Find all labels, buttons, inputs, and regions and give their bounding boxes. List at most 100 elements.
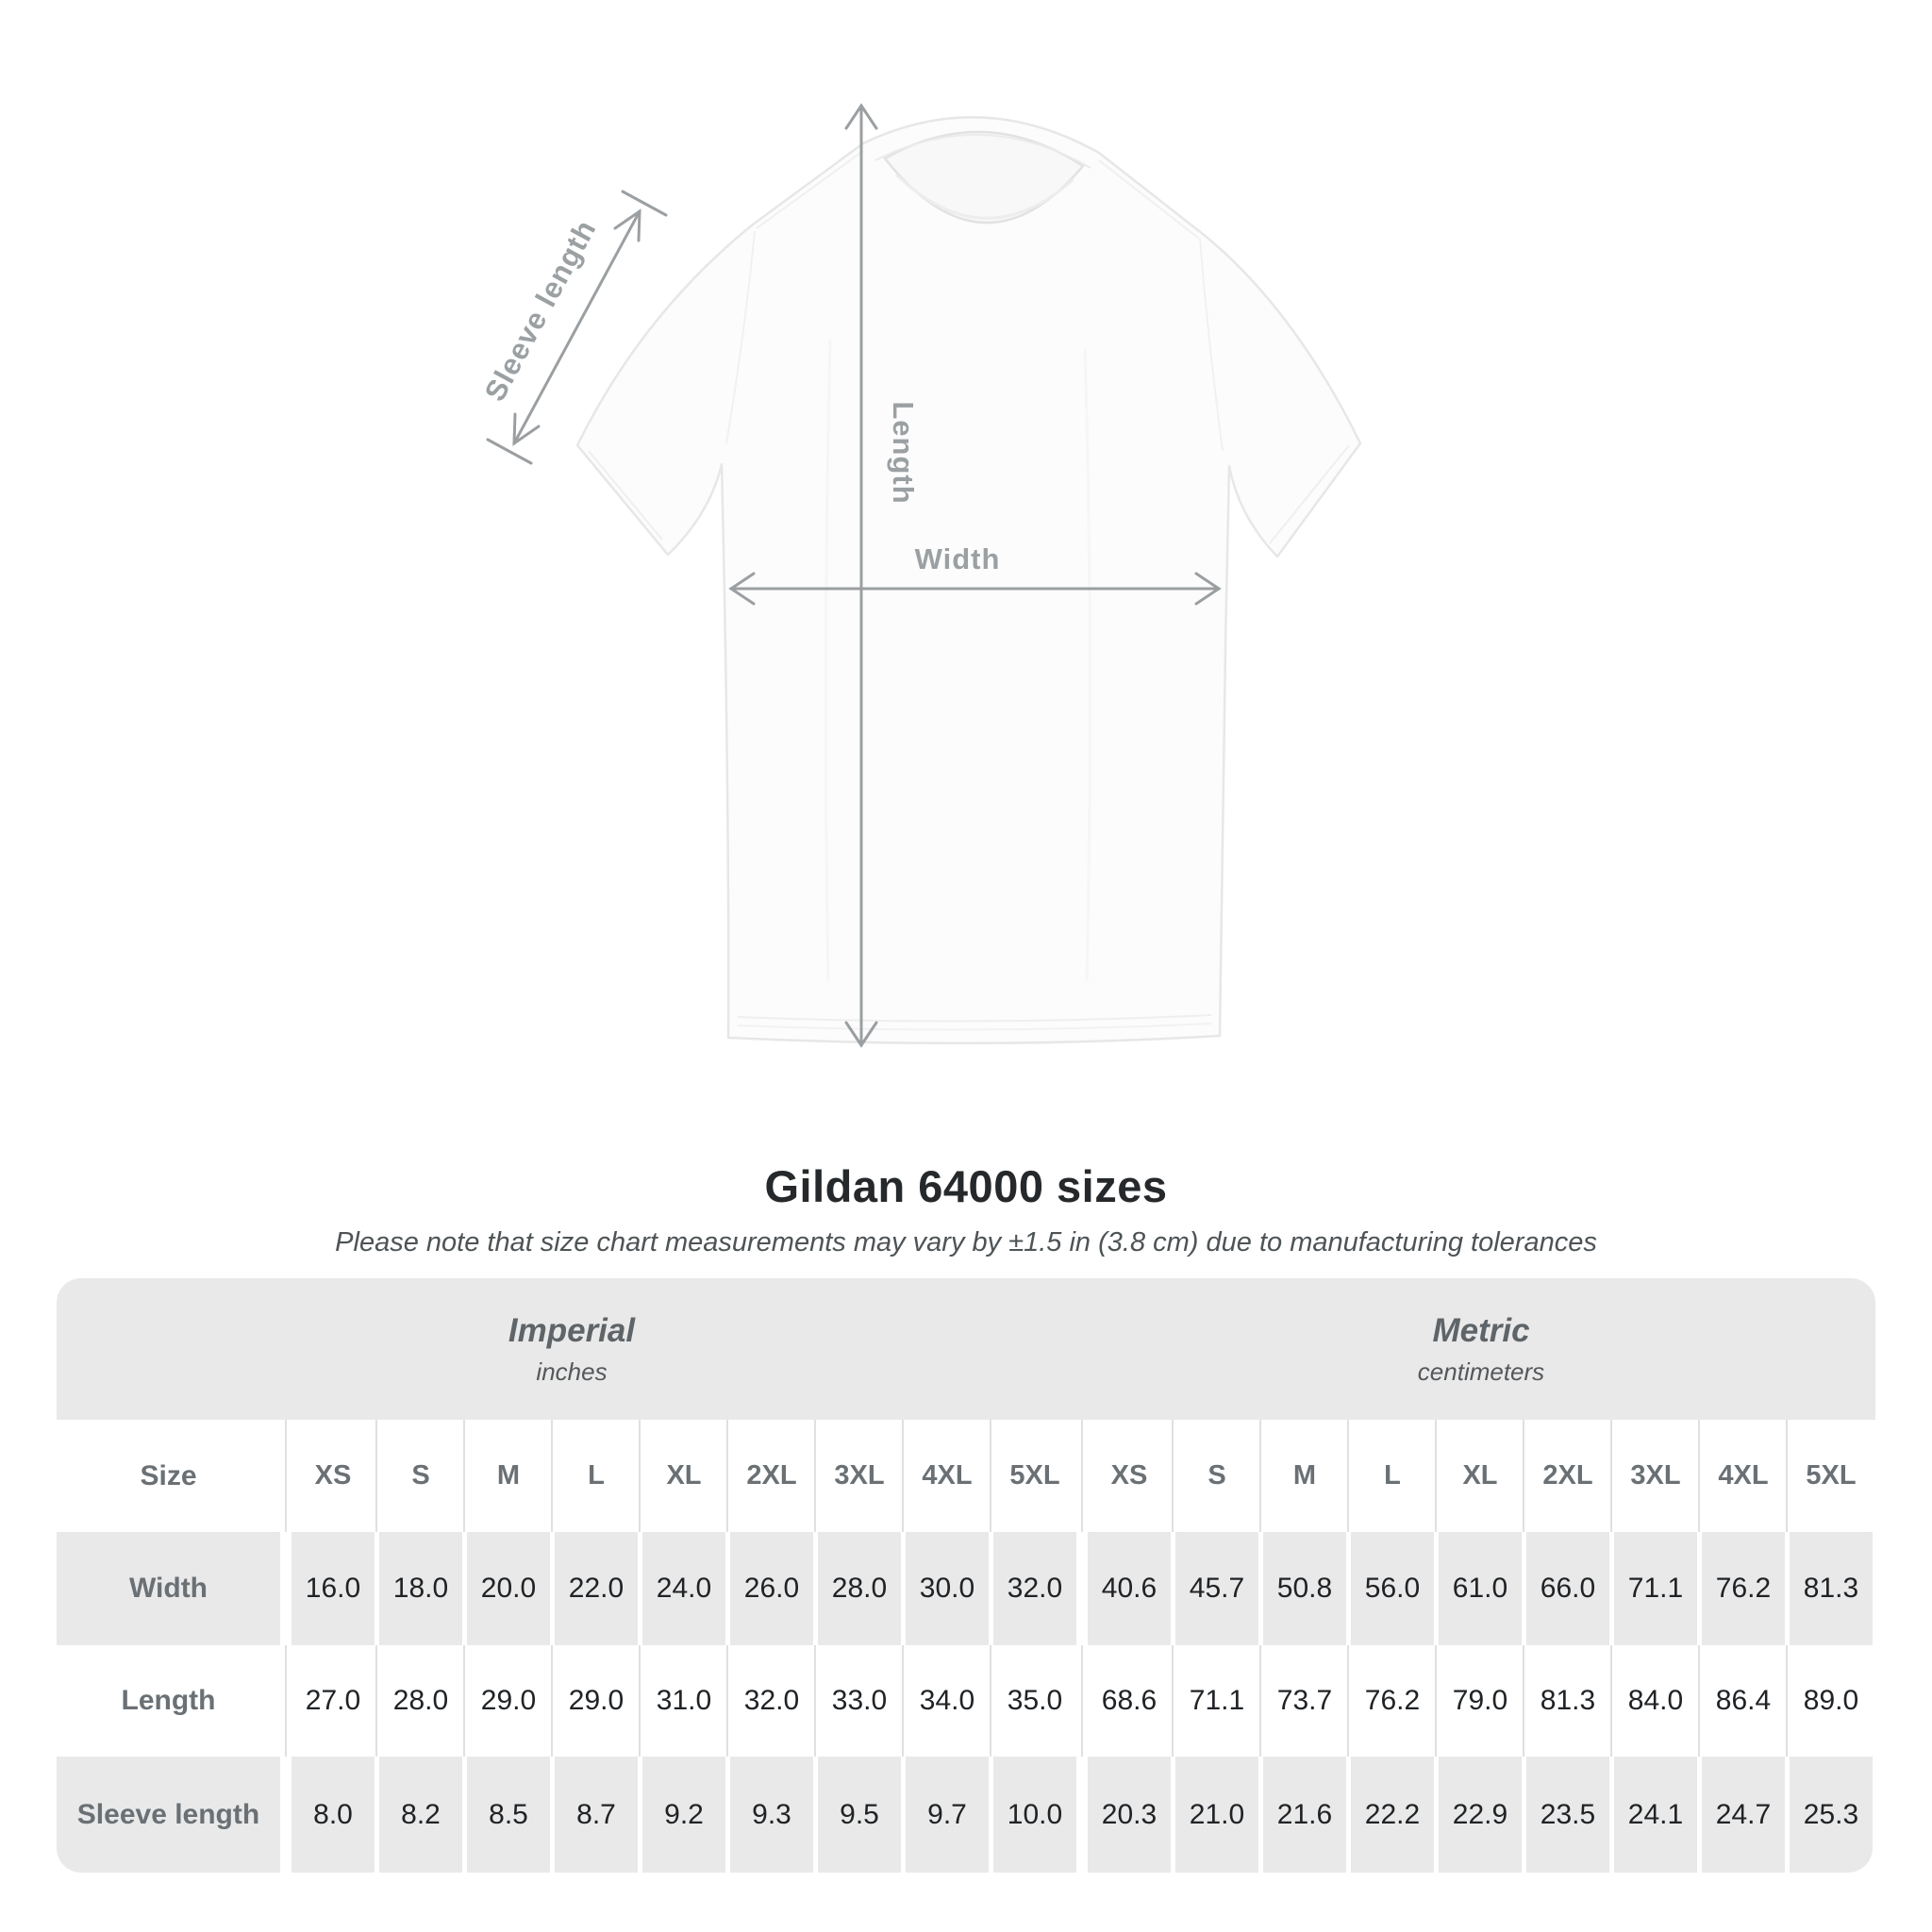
value-cell: 2XL bbox=[1523, 1420, 1609, 1532]
value-cell: M bbox=[1259, 1420, 1346, 1532]
metric-label: Metric bbox=[1432, 1311, 1530, 1349]
value-cell: 5XL bbox=[1786, 1420, 1873, 1532]
value-cell: 26.0 bbox=[730, 1532, 813, 1645]
value-cell: XS bbox=[285, 1420, 375, 1532]
value-cell: 81.3 bbox=[1790, 1532, 1873, 1645]
value-cell: 35.0 bbox=[990, 1645, 1076, 1757]
hem-stitch bbox=[737, 1014, 1212, 1023]
value-cell: 32.0 bbox=[726, 1645, 813, 1757]
value-cell: 9.3 bbox=[730, 1757, 813, 1873]
length-arrow bbox=[844, 103, 878, 1048]
value-cell: 50.8 bbox=[1263, 1532, 1346, 1645]
value-cell: 3XL bbox=[1610, 1420, 1697, 1532]
value-cell: 8.5 bbox=[467, 1757, 550, 1873]
size-header-row: Size XS S M L XL 2XL 3XL 4XL 5XL XS S M L XL 2XL 3XL 4XL 5… bbox=[57, 1420, 1875, 1532]
value-cell: L bbox=[551, 1420, 638, 1532]
value-cell: 16.0 bbox=[291, 1532, 375, 1645]
width-label: Width bbox=[915, 542, 1001, 575]
value-cell: 71.1 bbox=[1172, 1645, 1258, 1757]
value-cell: 22.2 bbox=[1351, 1757, 1434, 1873]
collar-inner-shadow bbox=[894, 173, 1074, 220]
cuff-stitch-right bbox=[1269, 444, 1350, 544]
shoulder-seam-left bbox=[756, 150, 864, 229]
tshirt-body bbox=[575, 116, 1362, 1045]
value-cell: 81.3 bbox=[1523, 1645, 1609, 1757]
value-cell: M bbox=[463, 1420, 550, 1532]
value-cell: 8.0 bbox=[291, 1757, 375, 1873]
value-cell: 10.0 bbox=[993, 1757, 1076, 1873]
metric-unit-label: centimeters bbox=[1417, 1357, 1545, 1386]
row-label: Size bbox=[140, 1459, 197, 1491]
tshirt-measurement-diagram: Sleeve length Length Width bbox=[478, 103, 1362, 1048]
value-cell: 76.2 bbox=[1347, 1645, 1434, 1757]
value-cell: 4XL bbox=[1698, 1420, 1785, 1532]
value-cell: 84.0 bbox=[1610, 1645, 1697, 1757]
value-cell: 22.0 bbox=[555, 1532, 638, 1645]
crease bbox=[1083, 348, 1092, 982]
value-cell: 2XL bbox=[726, 1420, 813, 1532]
value-cell: 31.0 bbox=[639, 1645, 725, 1757]
value-cell: 29.0 bbox=[551, 1645, 638, 1757]
sleeve-length-arrow bbox=[486, 190, 668, 465]
value-cell: S bbox=[1172, 1420, 1258, 1532]
value-cell: 24.0 bbox=[642, 1532, 725, 1645]
collar bbox=[883, 130, 1085, 225]
value-cell: 28.0 bbox=[375, 1645, 462, 1757]
value-cell: 30.0 bbox=[906, 1532, 989, 1645]
value-cell: 29.0 bbox=[463, 1645, 550, 1757]
row-label: Length bbox=[121, 1685, 216, 1716]
value-cell: XS bbox=[1081, 1420, 1171, 1532]
value-cell: 86.4 bbox=[1698, 1645, 1785, 1757]
value-cell: 76.2 bbox=[1702, 1532, 1785, 1645]
value-cell: 5XL bbox=[990, 1420, 1076, 1532]
value-cell: 21.6 bbox=[1263, 1757, 1346, 1873]
value-cell: 73.7 bbox=[1259, 1645, 1346, 1757]
value-cell: 8.7 bbox=[555, 1757, 638, 1873]
cuff-stitch-left bbox=[588, 450, 663, 541]
value-cell: 8.2 bbox=[379, 1757, 462, 1873]
length-label: Length bbox=[887, 401, 920, 504]
hem-stitch-2 bbox=[737, 1023, 1212, 1031]
metric-header: Metric centimeters bbox=[1087, 1278, 1875, 1420]
sleeve-length-label: Sleeve length bbox=[478, 214, 603, 407]
value-cell: 9.7 bbox=[906, 1757, 989, 1873]
unit-header-band: Imperial inches Metric centimeters bbox=[57, 1278, 1875, 1420]
value-cell: 24.7 bbox=[1702, 1757, 1785, 1873]
value-cell: 56.0 bbox=[1351, 1532, 1434, 1645]
row-label: Width bbox=[57, 1532, 280, 1645]
width-row: Width 16.0 18.0 20.0 22.0 24.0 26.0 28.0 30.0 32.… bbox=[57, 1532, 1875, 1645]
dimension-arrows bbox=[486, 103, 1222, 1048]
width-arrow bbox=[728, 572, 1222, 606]
value-cell: 3XL bbox=[814, 1420, 901, 1532]
value-cell: 32.0 bbox=[993, 1532, 1076, 1645]
value-cell: 61.0 bbox=[1439, 1532, 1522, 1645]
value-cell: 28.0 bbox=[818, 1532, 901, 1645]
value-cell: 24.1 bbox=[1614, 1757, 1697, 1873]
sleeve-seam-left bbox=[725, 230, 756, 444]
value-cell: 18.0 bbox=[379, 1532, 462, 1645]
value-cell: 20.0 bbox=[467, 1532, 550, 1645]
crease bbox=[824, 339, 832, 982]
size-chart-table: Imperial inches Metric centimeters Size X… bbox=[57, 1278, 1875, 1873]
value-cell: 40.6 bbox=[1088, 1532, 1171, 1645]
value-cell: 20.3 bbox=[1088, 1757, 1171, 1873]
sleeve-length-row: Sleeve length 8.0 8.2 8.5 8.7 9.2 9.3 9.5 9.7 10.… bbox=[57, 1757, 1875, 1873]
value-cell: 9.5 bbox=[818, 1757, 901, 1873]
collar-stitch bbox=[874, 133, 1091, 169]
value-cell: S bbox=[375, 1420, 462, 1532]
tshirt-illustration bbox=[575, 116, 1362, 1045]
sleeve-seam-right bbox=[1199, 237, 1224, 452]
imperial-label: Imperial bbox=[508, 1311, 636, 1349]
value-cell: 9.2 bbox=[642, 1757, 725, 1873]
value-cell: 66.0 bbox=[1526, 1532, 1609, 1645]
shoulder-seam-right bbox=[1098, 159, 1199, 239]
value-cell: XL bbox=[639, 1420, 725, 1532]
value-cell: 45.7 bbox=[1175, 1532, 1258, 1645]
value-cell: 33.0 bbox=[814, 1645, 901, 1757]
row-label: Sleeve length bbox=[57, 1757, 280, 1873]
value-cell: 22.9 bbox=[1439, 1757, 1522, 1873]
length-row: Length 27.0 28.0 29.0 29.0 31.0 32.0 33.0 34.0 35… bbox=[57, 1645, 1875, 1757]
value-cell: 79.0 bbox=[1435, 1645, 1522, 1757]
value-cell: 4XL bbox=[902, 1420, 989, 1532]
